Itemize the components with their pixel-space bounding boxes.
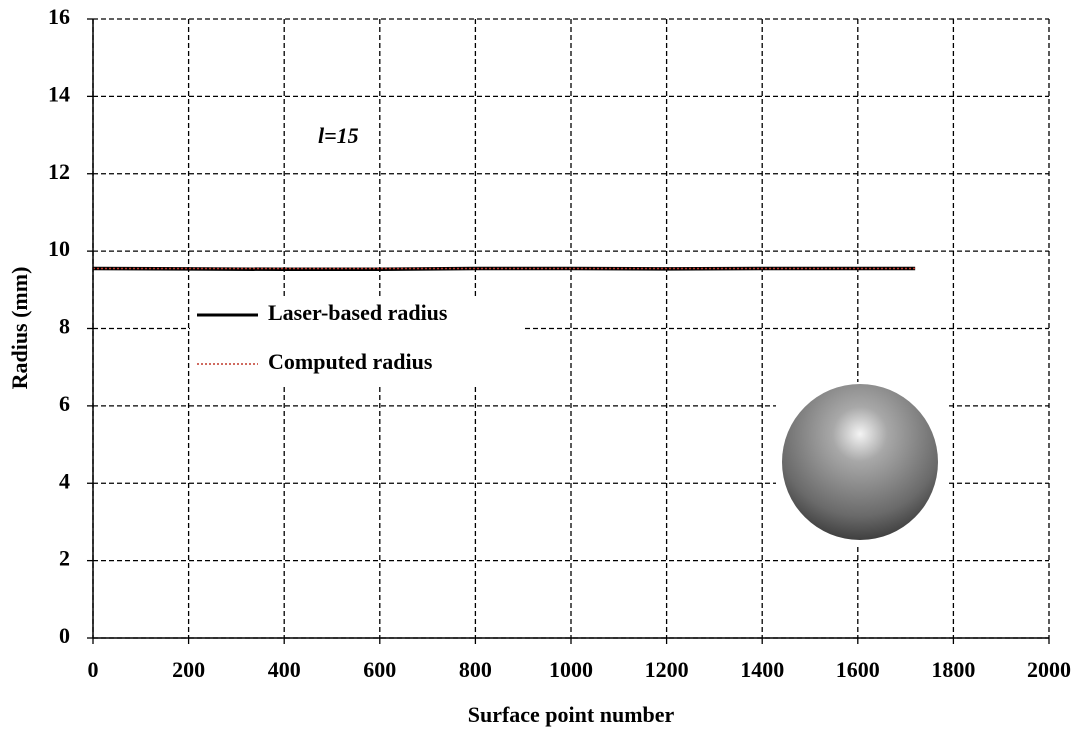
y-tick-label: 2 bbox=[59, 546, 70, 571]
x-tick-label: 1000 bbox=[549, 657, 593, 682]
x-tick-label: 1600 bbox=[836, 657, 880, 682]
y-axis-title: Radius (mm) bbox=[7, 267, 32, 390]
y-tick-label: 4 bbox=[59, 468, 70, 493]
series-line bbox=[92, 266, 916, 272]
x-tick-label: 400 bbox=[268, 657, 301, 682]
x-axis-title: Surface point number bbox=[468, 702, 675, 727]
y-tick-label: 10 bbox=[48, 236, 70, 261]
x-tick-label: 0 bbox=[88, 657, 99, 682]
x-tick-label: 200 bbox=[172, 657, 205, 682]
legend-label: Computed radius bbox=[268, 349, 433, 374]
y-tick-label: 6 bbox=[59, 391, 70, 416]
y-tick-label: 16 bbox=[48, 4, 70, 29]
sphere-image bbox=[782, 384, 938, 540]
x-tick-label: 1400 bbox=[740, 657, 784, 682]
y-tick-label: 8 bbox=[59, 314, 70, 339]
y-tick-label: 14 bbox=[48, 81, 70, 106]
legend-label: Laser-based radius bbox=[268, 300, 448, 325]
x-tick-label: 800 bbox=[459, 657, 492, 682]
x-tick-label: 1800 bbox=[931, 657, 975, 682]
annotation: l=15 bbox=[318, 123, 359, 148]
y-tick-label: 0 bbox=[59, 623, 70, 648]
y-tick-label: 12 bbox=[48, 159, 70, 184]
plot-lines bbox=[92, 266, 916, 272]
x-tick-label: 1200 bbox=[645, 657, 689, 682]
x-tick-label: 2000 bbox=[1027, 657, 1071, 682]
legend-background bbox=[190, 297, 525, 385]
x-tick-label: 600 bbox=[363, 657, 396, 682]
